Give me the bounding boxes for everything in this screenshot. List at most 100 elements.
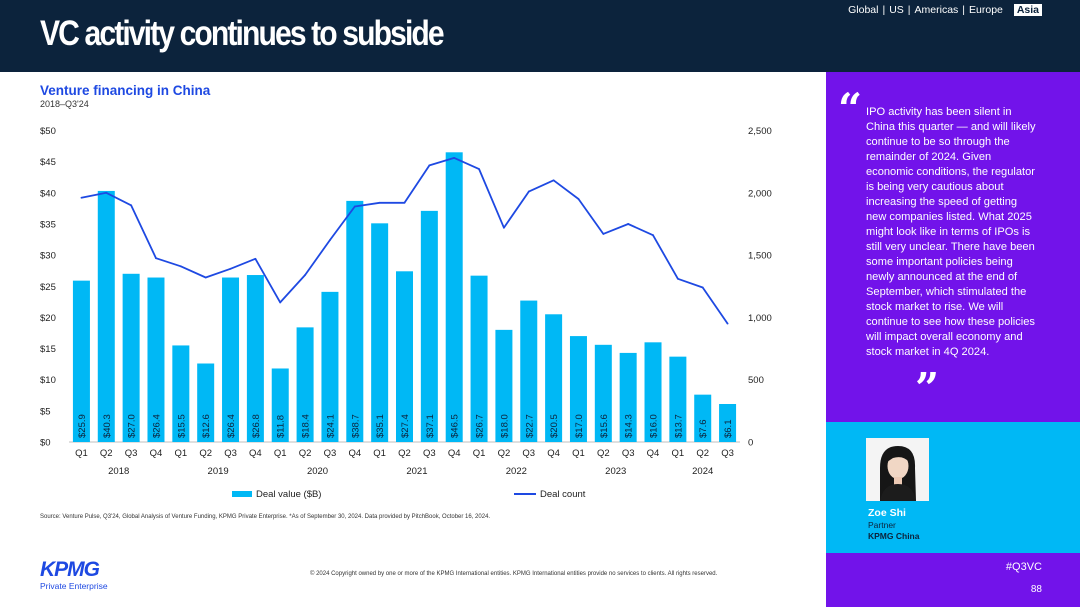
bar-deal-value bbox=[445, 152, 463, 442]
line-point-deal-count bbox=[304, 274, 306, 276]
y-right-tick-label: 500 bbox=[748, 375, 764, 386]
line-point-deal-count bbox=[676, 277, 679, 280]
line-point-deal-count bbox=[428, 164, 431, 167]
x-tick-label: Q1 bbox=[174, 448, 187, 459]
bar-deal-value bbox=[644, 342, 662, 442]
y-left-tick-label: $10 bbox=[40, 375, 56, 386]
bar-deal-value bbox=[694, 394, 712, 442]
x-year-label: 2022 bbox=[506, 466, 527, 477]
y-left-tick-label: $5 bbox=[40, 406, 51, 417]
x-year-label: 2019 bbox=[208, 466, 229, 477]
x-tick-label: Q2 bbox=[597, 448, 610, 459]
page-title: VC activity continues to subside bbox=[40, 14, 445, 53]
y-left-tick-label: $30 bbox=[40, 251, 56, 262]
close-quote-mark: ” bbox=[915, 364, 940, 413]
bar-deal-value bbox=[172, 345, 190, 442]
bar-deal-value bbox=[197, 363, 215, 442]
bar-value-label: $25.9 bbox=[77, 414, 88, 438]
portrait-illustration bbox=[866, 438, 929, 501]
bar-deal-value bbox=[271, 368, 289, 442]
x-tick-label: Q2 bbox=[398, 448, 411, 459]
chart-title: Venture financing in China bbox=[40, 83, 211, 98]
bar-deal-value bbox=[520, 300, 538, 442]
x-tick-label: Q1 bbox=[473, 448, 486, 459]
bar-value-label: $15.5 bbox=[176, 414, 187, 438]
y-left-tick-label: $45 bbox=[40, 157, 56, 168]
line-point-deal-count bbox=[130, 204, 133, 207]
bar-value-label: $7.6 bbox=[698, 420, 709, 439]
y-right-tick-label: 1,000 bbox=[748, 313, 772, 324]
bar-value-label: $26.8 bbox=[251, 414, 262, 438]
x-tick-label: Q4 bbox=[647, 448, 660, 459]
quote-text: IPO activity has been silent in China th… bbox=[866, 106, 1036, 358]
x-tick-label: Q1 bbox=[672, 448, 685, 459]
x-year-label: 2024 bbox=[692, 466, 713, 477]
line-point-deal-count bbox=[478, 168, 480, 171]
line-point-deal-count bbox=[155, 257, 157, 260]
bar-value-label: $40.3 bbox=[102, 414, 113, 438]
bar-value-label: $35.1 bbox=[375, 414, 386, 438]
logo-wordmark: KPMG bbox=[40, 558, 100, 581]
bar-value-label: $26.7 bbox=[475, 414, 486, 438]
bar-value-label: $38.7 bbox=[350, 414, 361, 438]
open-quote-mark: “ bbox=[838, 84, 863, 133]
x-tick-label: Q2 bbox=[199, 448, 212, 459]
bar-deal-value bbox=[122, 273, 140, 442]
bar-value-label: $15.6 bbox=[599, 414, 610, 438]
region-link-global[interactable]: Global bbox=[848, 4, 879, 16]
bar-deal-value bbox=[371, 223, 389, 442]
x-tick-label: Q4 bbox=[348, 448, 361, 459]
line-point-deal-count bbox=[353, 205, 356, 208]
bar-value-label: $27.0 bbox=[127, 414, 138, 438]
bar-value-label: $6.1 bbox=[723, 420, 734, 439]
x-tick-label: Q4 bbox=[150, 448, 163, 459]
x-tick-label: Q2 bbox=[100, 448, 113, 459]
x-tick-label: Q3 bbox=[324, 448, 337, 459]
x-tick-label: Q3 bbox=[423, 448, 436, 459]
bar-value-label: $20.5 bbox=[549, 414, 560, 438]
region-link-us[interactable]: US bbox=[889, 4, 904, 16]
y-left-tick-label: $35 bbox=[40, 219, 56, 230]
x-tick-label: Q4 bbox=[249, 448, 262, 459]
y-right-tick-label: 1,500 bbox=[748, 251, 772, 262]
bar-value-label: $18.4 bbox=[301, 414, 312, 438]
y-right-tick-label: 0 bbox=[748, 438, 753, 449]
region-separator: | bbox=[907, 4, 911, 16]
y-left-tick-label: $50 bbox=[40, 126, 56, 137]
x-year-label: 2021 bbox=[406, 466, 427, 477]
y-left-tick-label: $0 bbox=[40, 438, 51, 449]
x-tick-label: Q2 bbox=[696, 448, 709, 459]
bar-value-label: $11.8 bbox=[276, 415, 287, 438]
person-name: Zoe Shi bbox=[868, 507, 906, 519]
x-tick-label: Q3 bbox=[224, 448, 237, 459]
line-point-deal-count bbox=[453, 157, 456, 159]
bar-deal-value bbox=[296, 327, 314, 442]
bar-value-label: $13.7 bbox=[673, 414, 684, 438]
line-point-deal-count bbox=[204, 276, 207, 279]
x-tick-label: Q1 bbox=[572, 448, 585, 459]
chart: $0 $5 $10 $15 $20 $25 $30 $35 $40 $45 $50 0 500 1,000… bbox=[40, 126, 772, 500]
bar-value-label: $12.6 bbox=[201, 414, 212, 438]
line-point-deal-count bbox=[701, 286, 704, 289]
copyright-note: © 2024 Copyright owned by one or more of… bbox=[310, 571, 718, 577]
bar-deal-value bbox=[72, 280, 90, 442]
x-tick-label: Q3 bbox=[622, 448, 635, 459]
line-point-deal-count bbox=[652, 234, 654, 237]
bar-deal-value bbox=[495, 329, 513, 442]
y-right-tick-label: 2,000 bbox=[748, 188, 772, 199]
bar-deal-value bbox=[396, 271, 413, 442]
region-link-europe[interactable]: Europe bbox=[969, 4, 1003, 16]
x-tick-label: Q1 bbox=[75, 448, 88, 459]
y-left-tick-label: $20 bbox=[40, 313, 56, 324]
line-point-deal-count bbox=[726, 322, 729, 325]
region-link-asia[interactable]: Asia bbox=[1013, 4, 1042, 16]
hashtag[interactable]: #Q3VC bbox=[1005, 561, 1042, 573]
x-tick-label: Q1 bbox=[373, 448, 386, 459]
bar-value-label: $14.3 bbox=[624, 414, 635, 438]
line-point-deal-count bbox=[279, 301, 282, 304]
region-separator bbox=[1007, 4, 1010, 16]
bar-value-label: $17.0 bbox=[574, 414, 585, 438]
person-role: Partner bbox=[868, 520, 896, 530]
region-link-americas[interactable]: Americas bbox=[914, 4, 959, 16]
source-note: Source: Venture Pulse, Q3'24, Global Ana… bbox=[40, 514, 491, 520]
